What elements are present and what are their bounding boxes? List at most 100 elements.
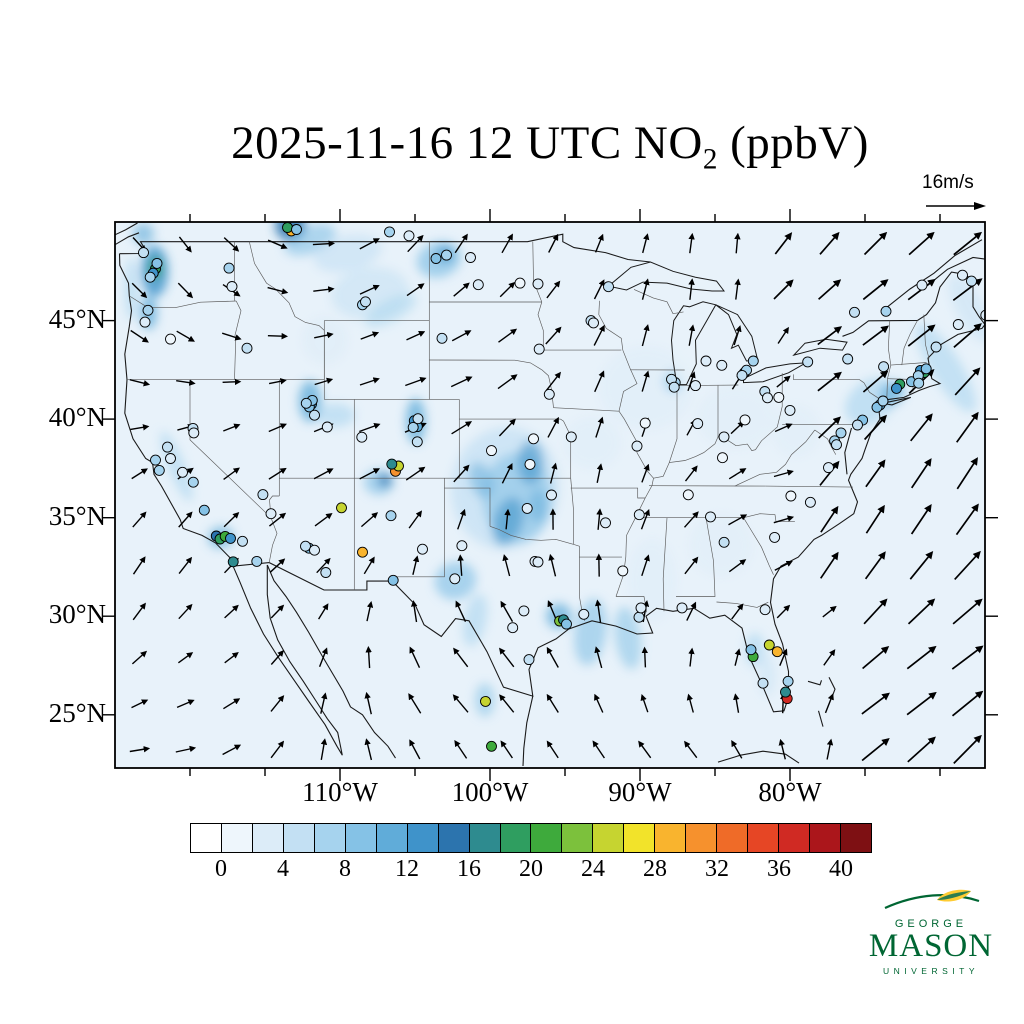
- station-dot: [309, 544, 320, 556]
- colorbar-tick-label: 16: [457, 856, 481, 882]
- station-dot: [486, 445, 497, 457]
- station-dot: [771, 646, 783, 658]
- station-dot: [265, 508, 277, 520]
- station-dot: [387, 574, 399, 586]
- colorbar-segment: [810, 824, 842, 852]
- station-dot: [578, 608, 590, 620]
- great-lakes: [607, 261, 848, 386]
- map-clip-group: [115, 222, 985, 768]
- station-dot: [518, 605, 530, 617]
- colorbar-segment: [438, 824, 470, 852]
- station-dot: [384, 226, 395, 238]
- station-dot: [251, 555, 263, 567]
- station-dot: [139, 316, 151, 328]
- station-dot: [198, 504, 210, 516]
- station-dot: [430, 253, 442, 264]
- station-dot: [521, 502, 533, 514]
- wind-reference-legend: 16m/s: [922, 172, 1012, 214]
- station-dot: [385, 510, 397, 522]
- station-dot: [823, 462, 834, 474]
- colorbar-segment: [531, 824, 563, 852]
- station-dot: [957, 269, 968, 281]
- station-dot: [142, 304, 154, 316]
- station-dot: [690, 380, 701, 392]
- station-dot: [546, 489, 557, 501]
- colorbar-tick-label: 36: [767, 856, 791, 882]
- colorbar-segment: [841, 824, 871, 852]
- colorbar-segment: [562, 824, 594, 852]
- station-dot: [386, 458, 398, 470]
- colorbar-segment: [407, 824, 439, 852]
- station-dot: [633, 509, 645, 521]
- colorbar-tick-label: 32: [705, 856, 729, 882]
- lat-axis-label-40n: 40°N: [48, 402, 106, 433]
- station-dot: [842, 353, 854, 365]
- station-dot: [138, 247, 149, 259]
- colorbar-tick-label: 40: [829, 856, 853, 882]
- gmu-logo-mason: MASON: [868, 928, 994, 964]
- station-dot-layer: [138, 222, 985, 752]
- colorbar-segment: [191, 824, 222, 852]
- station-dot: [718, 536, 730, 548]
- station-dot: [952, 319, 964, 330]
- station-dot: [966, 275, 977, 287]
- station-dot: [617, 565, 629, 577]
- station-dot: [543, 388, 555, 400]
- colorbar-segment: [221, 824, 253, 852]
- colorbar-segment: [283, 824, 315, 852]
- station-dot: [507, 622, 519, 634]
- title-suffix: (ppbV): [717, 117, 869, 169]
- station-dot: [465, 252, 476, 263]
- station-dot: [153, 464, 165, 476]
- map-frame: [114, 221, 986, 769]
- station-dot: [472, 279, 484, 291]
- figure-title: 2025-11-16 12 UTC NO2 (ppbV): [77, 116, 1023, 176]
- colorbar-segment: [655, 824, 687, 852]
- colorbar-segment: [624, 824, 656, 852]
- wind-reference-arrow: [926, 202, 986, 210]
- station-dot: [705, 511, 716, 523]
- title-subscript: 2: [702, 143, 718, 176]
- station-dot: [849, 306, 860, 318]
- colorbar-segment: [314, 824, 346, 852]
- station-dot: [561, 618, 572, 630]
- station-dot: [633, 611, 645, 623]
- colorbar-segment: [469, 824, 501, 852]
- station-dot: [357, 546, 368, 558]
- station-dot: [717, 452, 728, 464]
- station-dot: [403, 230, 415, 242]
- station-dot: [747, 355, 759, 367]
- station-dot: [930, 341, 942, 353]
- gmu-logo: GEORGE MASON UNIVERSITY: [856, 888, 1006, 976]
- station-dot: [165, 453, 176, 464]
- colorbar-tick-label: 28: [643, 856, 667, 882]
- station-dot: [187, 476, 199, 488]
- station-dot: [223, 262, 235, 274]
- station-dot: [676, 602, 688, 614]
- station-dot: [835, 427, 847, 439]
- station-dot: [162, 441, 173, 453]
- station-dot: [668, 381, 680, 393]
- station-dot: [635, 602, 647, 614]
- station-dot: [802, 356, 814, 368]
- station-dot: [188, 427, 200, 439]
- station-dot: [831, 439, 842, 451]
- station-dot: [514, 277, 526, 289]
- station-dot: [441, 249, 452, 261]
- lon-axis-label-100w: 100°W: [451, 777, 529, 807]
- station-dot: [980, 309, 985, 321]
- station-dot: [237, 535, 248, 547]
- station-dot: [716, 359, 728, 371]
- station-dot: [739, 414, 751, 426]
- gmu-logo-leaf-icon: [884, 889, 980, 910]
- station-dot: [486, 740, 497, 752]
- station-dot: [784, 404, 796, 416]
- station-dot: [639, 417, 651, 429]
- colorbar: 0 4 8 12 16 20 24 28 32 36 40: [190, 823, 872, 882]
- station-dot: [524, 458, 536, 470]
- station-dot: [449, 573, 461, 585]
- station-dot: [603, 281, 614, 293]
- station-dot: [225, 532, 236, 544]
